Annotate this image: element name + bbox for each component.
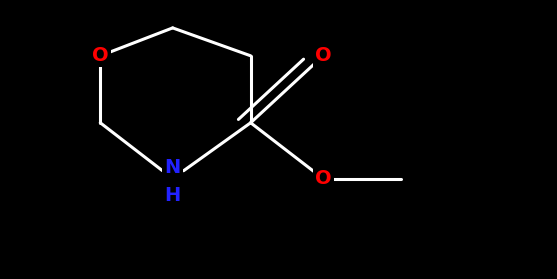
Text: O: O [315,46,331,65]
Text: O: O [315,169,331,188]
Text: N: N [164,158,181,177]
Text: O: O [92,46,109,65]
Text: H: H [164,186,181,205]
